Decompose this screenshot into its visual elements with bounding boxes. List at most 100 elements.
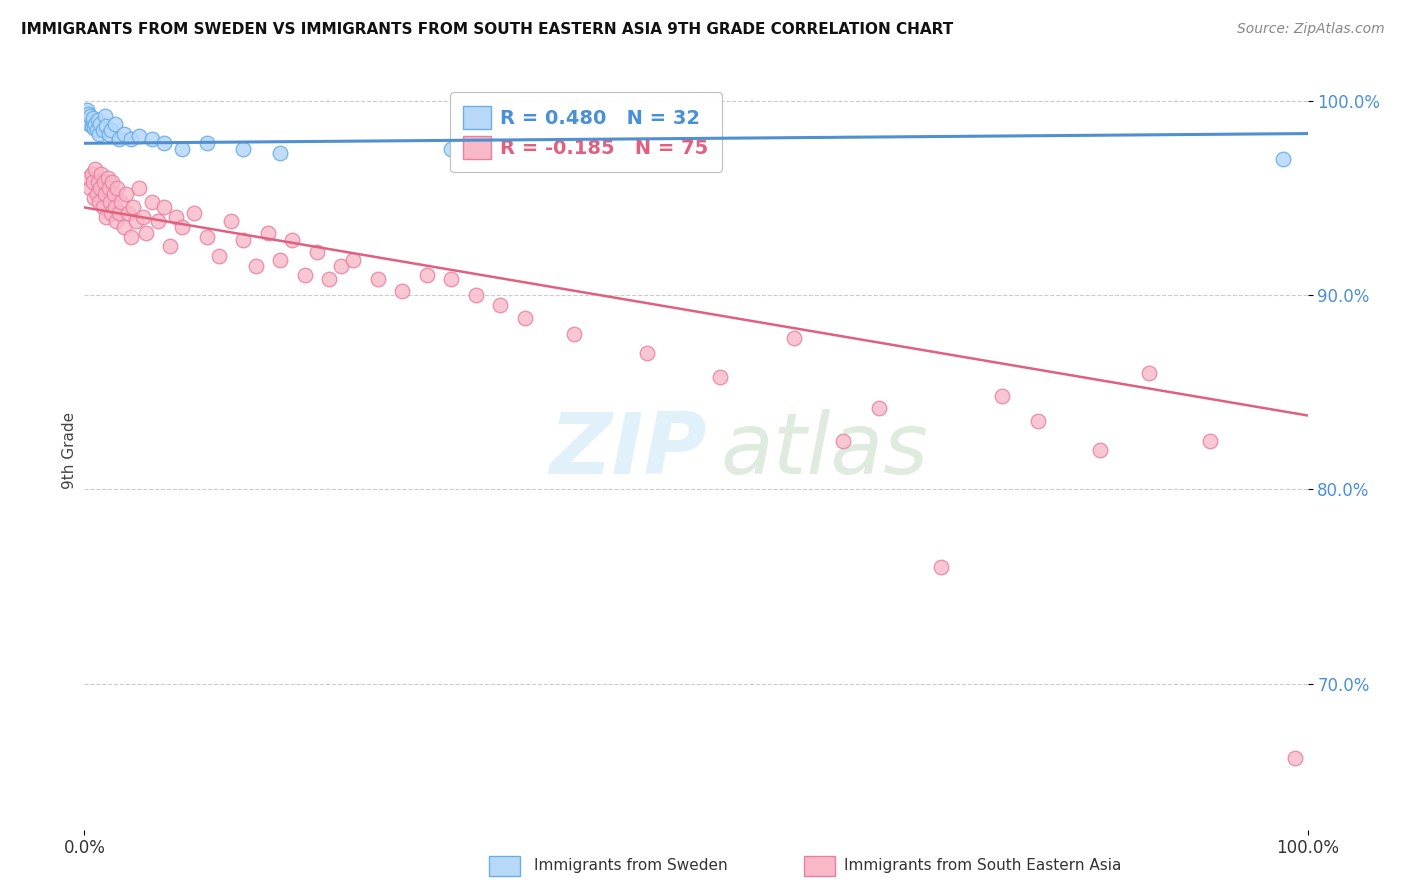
Point — [125, 214, 148, 228]
Point — [172, 219, 194, 234]
Point — [132, 210, 155, 224]
Point — [100, 206, 122, 220]
Point — [112, 127, 135, 141]
Point — [91, 201, 114, 215]
Point — [122, 201, 145, 215]
Point — [82, 115, 104, 129]
Point — [195, 229, 218, 244]
Text: ZIP: ZIP — [550, 409, 707, 492]
Point — [318, 272, 340, 286]
Point — [98, 194, 121, 209]
Point — [1088, 443, 1111, 458]
Point — [96, 210, 118, 224]
Point — [101, 175, 124, 189]
Point — [709, 369, 731, 384]
Point — [105, 214, 128, 228]
Point — [104, 117, 127, 131]
Point — [416, 268, 439, 283]
Text: Immigrants from Sweden: Immigrants from Sweden — [534, 858, 728, 872]
Point — [294, 268, 316, 283]
Point — [97, 181, 120, 195]
Point — [135, 226, 157, 240]
Point — [93, 175, 115, 189]
Point — [141, 194, 163, 209]
Point — [84, 117, 107, 131]
Point — [77, 112, 100, 127]
Point — [89, 181, 111, 195]
Point — [1028, 414, 1050, 428]
Point — [305, 245, 328, 260]
Point — [269, 146, 291, 161]
Point — [107, 206, 129, 220]
Point — [146, 214, 169, 228]
Point — [120, 132, 142, 146]
Point — [153, 201, 176, 215]
Point — [245, 259, 267, 273]
Point — [83, 120, 105, 135]
Point — [77, 107, 100, 121]
Point — [208, 249, 231, 263]
Point — [90, 168, 112, 182]
Text: IMMIGRANTS FROM SWEDEN VS IMMIGRANTS FROM SOUTH EASTERN ASIA 9TH GRADE CORRELATI: IMMIGRANTS FROM SWEDEN VS IMMIGRANTS FRO… — [21, 22, 953, 37]
Y-axis label: 9th Grade: 9th Grade — [62, 412, 77, 489]
Point — [219, 214, 242, 228]
Point — [82, 175, 104, 189]
Text: Immigrants from South Eastern Asia: Immigrants from South Eastern Asia — [844, 858, 1121, 872]
Point — [128, 181, 150, 195]
Text: atlas: atlas — [720, 409, 928, 492]
Point — [831, 434, 853, 448]
Point — [440, 142, 463, 156]
Point — [183, 206, 205, 220]
Point — [869, 401, 891, 415]
Point — [79, 109, 101, 123]
Point — [80, 168, 103, 182]
Point — [79, 181, 101, 195]
Point — [87, 175, 110, 189]
Point — [103, 186, 125, 201]
Point — [80, 119, 103, 133]
Point — [110, 194, 132, 209]
Point — [1284, 750, 1306, 764]
Point — [86, 186, 108, 201]
Point — [172, 142, 194, 156]
Point — [464, 288, 486, 302]
Point — [489, 298, 512, 312]
Point — [107, 132, 129, 146]
Point — [440, 272, 463, 286]
Point — [342, 252, 364, 267]
Point — [367, 272, 389, 286]
Point — [636, 346, 658, 360]
Point — [97, 171, 120, 186]
Text: Source: ZipAtlas.com: Source: ZipAtlas.com — [1237, 22, 1385, 37]
Point — [94, 109, 117, 123]
Point — [153, 136, 176, 151]
Point — [257, 226, 280, 240]
Point — [1272, 152, 1295, 166]
Point — [232, 142, 254, 156]
Point — [94, 186, 117, 201]
Point — [77, 117, 100, 131]
Point — [783, 331, 806, 345]
Point — [96, 119, 118, 133]
Point — [159, 239, 181, 253]
Point — [82, 111, 104, 125]
Point — [562, 326, 585, 341]
Point — [330, 259, 353, 273]
Point — [84, 161, 107, 176]
Point — [83, 191, 105, 205]
Point — [97, 127, 120, 141]
Point — [269, 252, 291, 267]
Point — [281, 234, 304, 248]
Point — [929, 560, 952, 574]
Point — [991, 389, 1014, 403]
Point — [87, 112, 110, 127]
Point — [141, 132, 163, 146]
Point — [128, 128, 150, 143]
Point — [86, 122, 108, 136]
Point — [100, 122, 122, 136]
Point — [120, 229, 142, 244]
Point — [513, 311, 536, 326]
Point — [1198, 434, 1220, 448]
Point — [115, 186, 138, 201]
Point — [232, 234, 254, 248]
